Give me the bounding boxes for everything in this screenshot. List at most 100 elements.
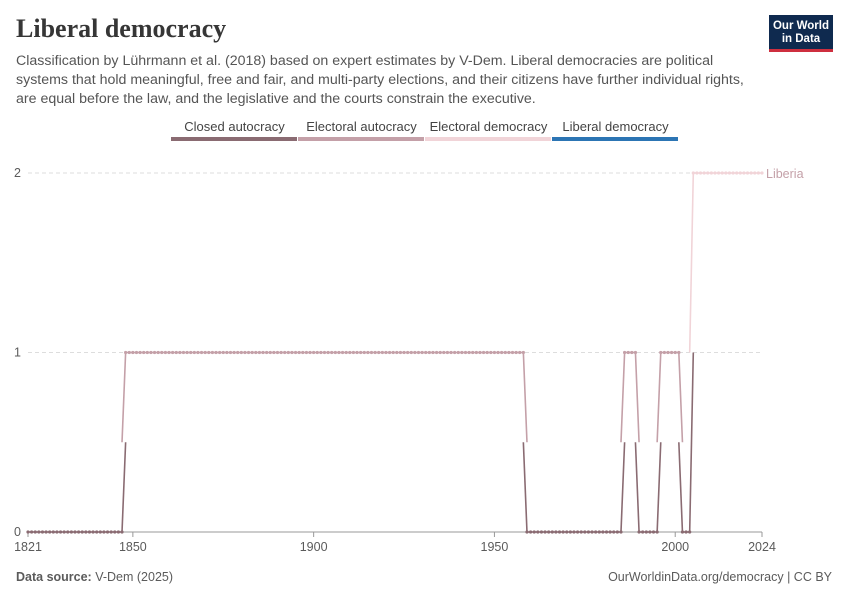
series-label-0: Liberia (766, 167, 804, 181)
series-transition-a-6 (688, 352, 695, 533)
data-point (706, 171, 710, 175)
data-point (590, 530, 594, 534)
data-point (243, 350, 247, 355)
data-point (583, 530, 587, 534)
data-point (398, 350, 403, 355)
series-transition-a-4 (656, 442, 662, 533)
data-point (604, 530, 609, 534)
data-point (760, 171, 764, 175)
data-point (95, 530, 99, 534)
series-transition-b-0 (121, 352, 127, 443)
logo-line-1: Our World (772, 20, 829, 32)
data-point (456, 350, 460, 355)
data-point (174, 350, 178, 355)
data-source: Data source: V-Dem (2025) (16, 570, 173, 584)
data-point (178, 350, 182, 355)
series-transition-b-5 (678, 442, 684, 533)
data-point (69, 530, 73, 534)
data-point (239, 350, 243, 355)
data-point (236, 350, 240, 355)
data-point (254, 350, 258, 355)
data-point (384, 350, 388, 355)
data-point (680, 530, 685, 534)
data-point (395, 350, 399, 355)
data-point (250, 350, 254, 355)
series-transition-b-4 (656, 352, 662, 443)
data-point (312, 350, 316, 355)
data-point (199, 350, 204, 355)
data-point (134, 350, 139, 355)
data-point (518, 350, 522, 355)
chart-subtitle: Classification by Lührmann et al. (2018)… (16, 53, 744, 107)
data-point (275, 350, 280, 355)
owid-logo[interactable]: Our World in Data (769, 15, 833, 52)
data-point (641, 530, 645, 534)
data-point (594, 530, 598, 534)
data-point (648, 530, 652, 534)
data-point (387, 350, 392, 355)
data-point (673, 350, 677, 355)
data-point (149, 350, 153, 355)
data-point (702, 171, 706, 175)
data-point (221, 350, 225, 355)
data-point (536, 530, 540, 534)
data-point (539, 530, 544, 534)
data-point (362, 350, 366, 355)
y-tick-label-1: 1 (14, 346, 21, 360)
data-point (688, 530, 692, 534)
data-point (532, 530, 536, 534)
legend-label-1: Electoral autocracy (306, 119, 417, 134)
data-point (196, 350, 200, 355)
data-point (485, 350, 489, 355)
data-point (116, 530, 120, 534)
data-point (713, 171, 717, 175)
x-tick-label-3: 1950 (481, 540, 509, 554)
data-point (337, 350, 341, 355)
series-layer: Liberia (26, 167, 804, 534)
data-point (503, 350, 507, 355)
data-point (449, 350, 453, 355)
data-point (73, 530, 77, 534)
series-transition-a-0 (121, 442, 127, 533)
data-point (655, 530, 659, 534)
data-point (308, 350, 312, 355)
legend-label-2: Electoral democracy (430, 119, 548, 134)
data-point (659, 350, 663, 355)
data-point (633, 350, 638, 355)
data-point (131, 350, 135, 355)
data-point (489, 350, 493, 355)
data-point (120, 530, 124, 534)
data-point (185, 350, 189, 355)
data-point (434, 350, 439, 355)
data-point (749, 171, 753, 175)
data-point (297, 350, 301, 355)
data-point (203, 350, 207, 355)
data-point (510, 350, 515, 355)
data-point (127, 350, 131, 355)
data-point (478, 350, 482, 355)
data-point (597, 530, 601, 534)
data-point (319, 350, 323, 355)
data-point (163, 350, 167, 355)
data-point (670, 350, 674, 355)
legend[interactable]: Closed autocracy Electoral autocracy Elect… (171, 119, 678, 141)
data-source-value[interactable]: V-Dem (2025) (95, 570, 174, 584)
data-point (745, 171, 750, 175)
series-transition-a-1 (522, 352, 528, 443)
series-transition-b-6 (688, 172, 695, 353)
data-point (492, 350, 497, 355)
data-point (283, 350, 287, 355)
data-point (30, 530, 34, 534)
data-point (348, 350, 352, 355)
legend-swatch-3 (552, 137, 678, 141)
data-point (612, 530, 616, 534)
chart-title: Liberal democracy (16, 14, 227, 43)
data-point (481, 350, 486, 355)
data-point (742, 171, 746, 175)
data-point (330, 350, 334, 355)
data-point (210, 350, 215, 355)
data-point (293, 350, 298, 355)
footer-link[interactable]: OurWorldinData.org/democracy | CC BY (608, 570, 832, 584)
data-point (171, 350, 175, 355)
data-point (406, 350, 410, 355)
